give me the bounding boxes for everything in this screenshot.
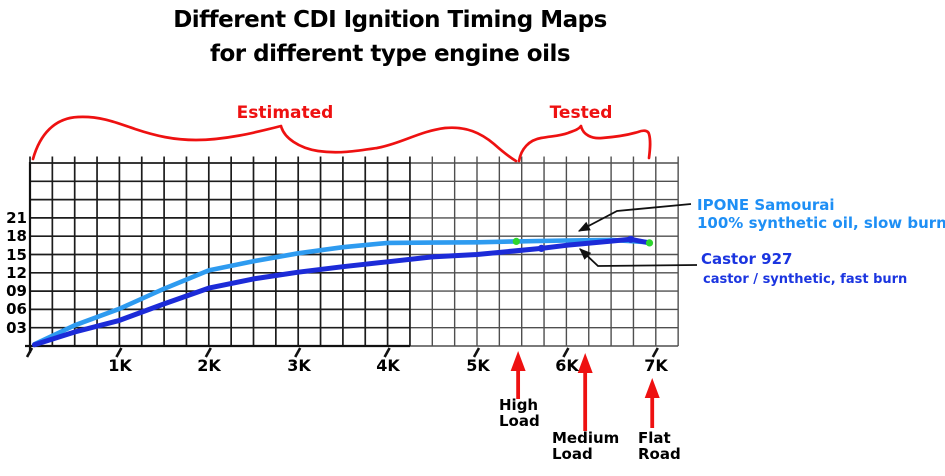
estimated-brace xyxy=(31,115,518,163)
y-tick-label: 15 xyxy=(6,246,27,264)
y-tick-label: 21 xyxy=(6,209,27,227)
legend-castor-name: Castor 927 xyxy=(701,250,793,268)
point-markers xyxy=(512,235,654,252)
x-tick-label: 3K xyxy=(287,356,311,375)
legend-ipone-desc: 100% synthetic oil, slow burn xyxy=(697,214,945,232)
x-tick-label: 5K xyxy=(466,356,490,375)
legend-castor-desc: castor / synthetic, fast burn xyxy=(703,272,908,287)
tested-region-label: Tested xyxy=(549,103,613,123)
x-tick-label: 6K xyxy=(555,356,579,375)
x-tick-label: 1K xyxy=(108,356,132,375)
high-load-label: High Load xyxy=(499,396,540,430)
legend-leader-arrows xyxy=(577,203,698,267)
axes xyxy=(25,162,659,358)
y-tick-label: 18 xyxy=(6,227,27,245)
y-tick-label: 12 xyxy=(6,264,27,282)
y-tick-label: 09 xyxy=(6,282,27,300)
x-tick-label: 4K xyxy=(376,356,400,375)
x-tick-label: 7K xyxy=(644,356,668,375)
legend-ipone-name: IPONE Samourai xyxy=(697,196,835,214)
series-ipone xyxy=(32,237,652,347)
series-castor xyxy=(32,236,652,348)
chart-title-line2: for different type engine oils xyxy=(209,41,571,67)
x-tick-label: 2K xyxy=(197,356,221,375)
rpm-arrows xyxy=(510,351,660,431)
tested-brace xyxy=(517,124,652,163)
chart-title-line1: Different CDI Ignition Timing Maps xyxy=(173,7,607,33)
estimated-region-label: Estimated xyxy=(236,103,334,123)
medium-load-label: Medium Load xyxy=(552,429,620,463)
flat-road-label: Flat Road xyxy=(638,429,681,463)
y-tick-label: 03 xyxy=(6,319,27,337)
y-tick-label: 06 xyxy=(6,300,27,318)
